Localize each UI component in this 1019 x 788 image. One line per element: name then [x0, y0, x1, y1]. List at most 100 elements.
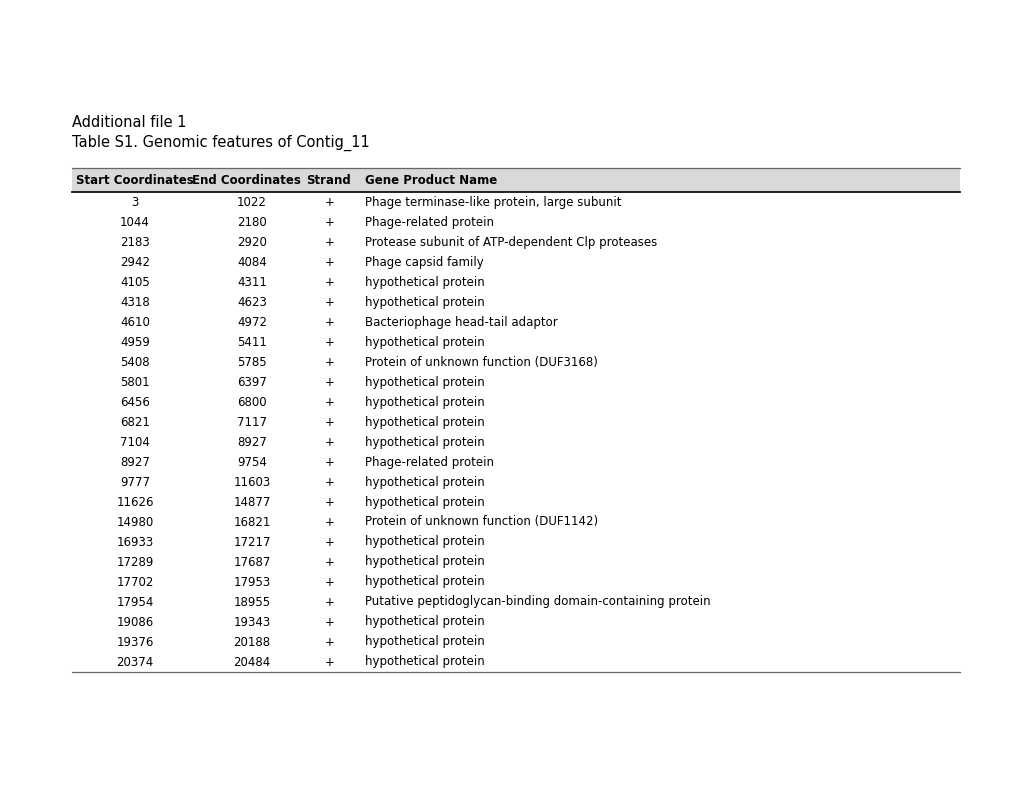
Text: 17953: 17953	[233, 575, 270, 589]
Text: 2942: 2942	[120, 255, 150, 269]
Text: 17702: 17702	[116, 575, 154, 589]
Text: 20374: 20374	[116, 656, 154, 668]
Text: +: +	[325, 336, 334, 348]
Text: 6800: 6800	[237, 396, 267, 408]
Text: 7117: 7117	[236, 415, 267, 429]
Text: 5801: 5801	[120, 376, 150, 388]
Text: 5408: 5408	[120, 355, 150, 369]
Text: 20188: 20188	[233, 635, 270, 649]
Text: hypothetical protein: hypothetical protein	[365, 536, 484, 548]
Text: +: +	[325, 475, 334, 489]
Text: 4105: 4105	[120, 276, 150, 288]
Text: hypothetical protein: hypothetical protein	[365, 336, 484, 348]
Text: 9754: 9754	[236, 455, 267, 469]
Text: +: +	[325, 215, 334, 229]
Text: +: +	[325, 515, 334, 529]
Text: 6397: 6397	[236, 376, 267, 388]
Text: +: +	[325, 575, 334, 589]
Text: 6821: 6821	[120, 415, 150, 429]
Text: 8927: 8927	[120, 455, 150, 469]
Text: 17289: 17289	[116, 556, 154, 568]
Text: +: +	[325, 355, 334, 369]
Text: +: +	[325, 656, 334, 668]
Text: 8927: 8927	[236, 436, 267, 448]
Text: Protein of unknown function (DUF1142): Protein of unknown function (DUF1142)	[365, 515, 597, 529]
Text: hypothetical protein: hypothetical protein	[365, 396, 484, 408]
Text: hypothetical protein: hypothetical protein	[365, 436, 484, 448]
Text: 17687: 17687	[233, 556, 270, 568]
Text: +: +	[325, 236, 334, 248]
Text: 2180: 2180	[236, 215, 267, 229]
Text: 19086: 19086	[116, 615, 154, 629]
Text: 16821: 16821	[233, 515, 270, 529]
Text: +: +	[325, 455, 334, 469]
Text: Phage capsid family: Phage capsid family	[365, 255, 483, 269]
Text: +: +	[325, 195, 334, 209]
Text: 20484: 20484	[233, 656, 270, 668]
Text: 14980: 14980	[116, 515, 154, 529]
Text: +: +	[325, 296, 334, 308]
Text: 4959: 4959	[120, 336, 150, 348]
Text: Protein of unknown function (DUF3168): Protein of unknown function (DUF3168)	[365, 355, 597, 369]
Text: 16933: 16933	[116, 536, 154, 548]
Text: 4972: 4972	[236, 315, 267, 329]
Text: 11603: 11603	[233, 475, 270, 489]
Text: 6456: 6456	[120, 396, 150, 408]
Text: +: +	[325, 376, 334, 388]
Text: Putative peptidoglycan-binding domain-containing protein: Putative peptidoglycan-binding domain-co…	[365, 596, 710, 608]
Text: +: +	[325, 436, 334, 448]
Text: Table S1. Genomic features of Contig_11: Table S1. Genomic features of Contig_11	[72, 135, 370, 151]
Text: +: +	[325, 635, 334, 649]
Text: 14877: 14877	[233, 496, 270, 508]
Text: Strand: Strand	[306, 173, 351, 187]
Text: +: +	[325, 615, 334, 629]
Text: 7104: 7104	[120, 436, 150, 448]
Text: 17217: 17217	[233, 536, 270, 548]
Text: hypothetical protein: hypothetical protein	[365, 615, 484, 629]
Text: 4318: 4318	[120, 296, 150, 308]
Text: hypothetical protein: hypothetical protein	[365, 376, 484, 388]
Text: Phage-related protein: Phage-related protein	[365, 215, 493, 229]
Text: 3: 3	[131, 195, 139, 209]
Text: 2920: 2920	[236, 236, 267, 248]
Text: hypothetical protein: hypothetical protein	[365, 276, 484, 288]
Text: Bacteriophage head-tail adaptor: Bacteriophage head-tail adaptor	[365, 315, 557, 329]
Text: +: +	[325, 255, 334, 269]
Text: 1022: 1022	[236, 195, 267, 209]
Text: +: +	[325, 556, 334, 568]
Text: 19376: 19376	[116, 635, 154, 649]
Text: hypothetical protein: hypothetical protein	[365, 635, 484, 649]
Text: +: +	[325, 315, 334, 329]
Text: +: +	[325, 276, 334, 288]
Bar	[72, 168, 959, 192]
Text: 4623: 4623	[236, 296, 267, 308]
Text: End Coordinates: End Coordinates	[192, 173, 301, 187]
Text: hypothetical protein: hypothetical protein	[365, 475, 484, 489]
Text: Phage terminase-like protein, large subunit: Phage terminase-like protein, large subu…	[365, 195, 621, 209]
Text: 4610: 4610	[120, 315, 150, 329]
Text: Protease subunit of ATP-dependent Clp proteases: Protease subunit of ATP-dependent Clp pr…	[365, 236, 656, 248]
Text: hypothetical protein: hypothetical protein	[365, 415, 484, 429]
Text: Additional file 1: Additional file 1	[72, 115, 186, 130]
Text: 4084: 4084	[236, 255, 267, 269]
Text: hypothetical protein: hypothetical protein	[365, 575, 484, 589]
Text: 5411: 5411	[236, 336, 267, 348]
Text: 17954: 17954	[116, 596, 154, 608]
Text: Gene Product Name: Gene Product Name	[365, 173, 497, 187]
Text: 4311: 4311	[236, 276, 267, 288]
Text: Phage-related protein: Phage-related protein	[365, 455, 493, 469]
Text: 18955: 18955	[233, 596, 270, 608]
Text: hypothetical protein: hypothetical protein	[365, 656, 484, 668]
Text: 9777: 9777	[120, 475, 150, 489]
Text: hypothetical protein: hypothetical protein	[365, 556, 484, 568]
Text: 11626: 11626	[116, 496, 154, 508]
Text: +: +	[325, 396, 334, 408]
Text: hypothetical protein: hypothetical protein	[365, 296, 484, 308]
Text: +: +	[325, 496, 334, 508]
Text: +: +	[325, 415, 334, 429]
Text: 2183: 2183	[120, 236, 150, 248]
Text: 5785: 5785	[237, 355, 267, 369]
Text: 19343: 19343	[233, 615, 270, 629]
Text: hypothetical protein: hypothetical protein	[365, 496, 484, 508]
Text: 1044: 1044	[120, 215, 150, 229]
